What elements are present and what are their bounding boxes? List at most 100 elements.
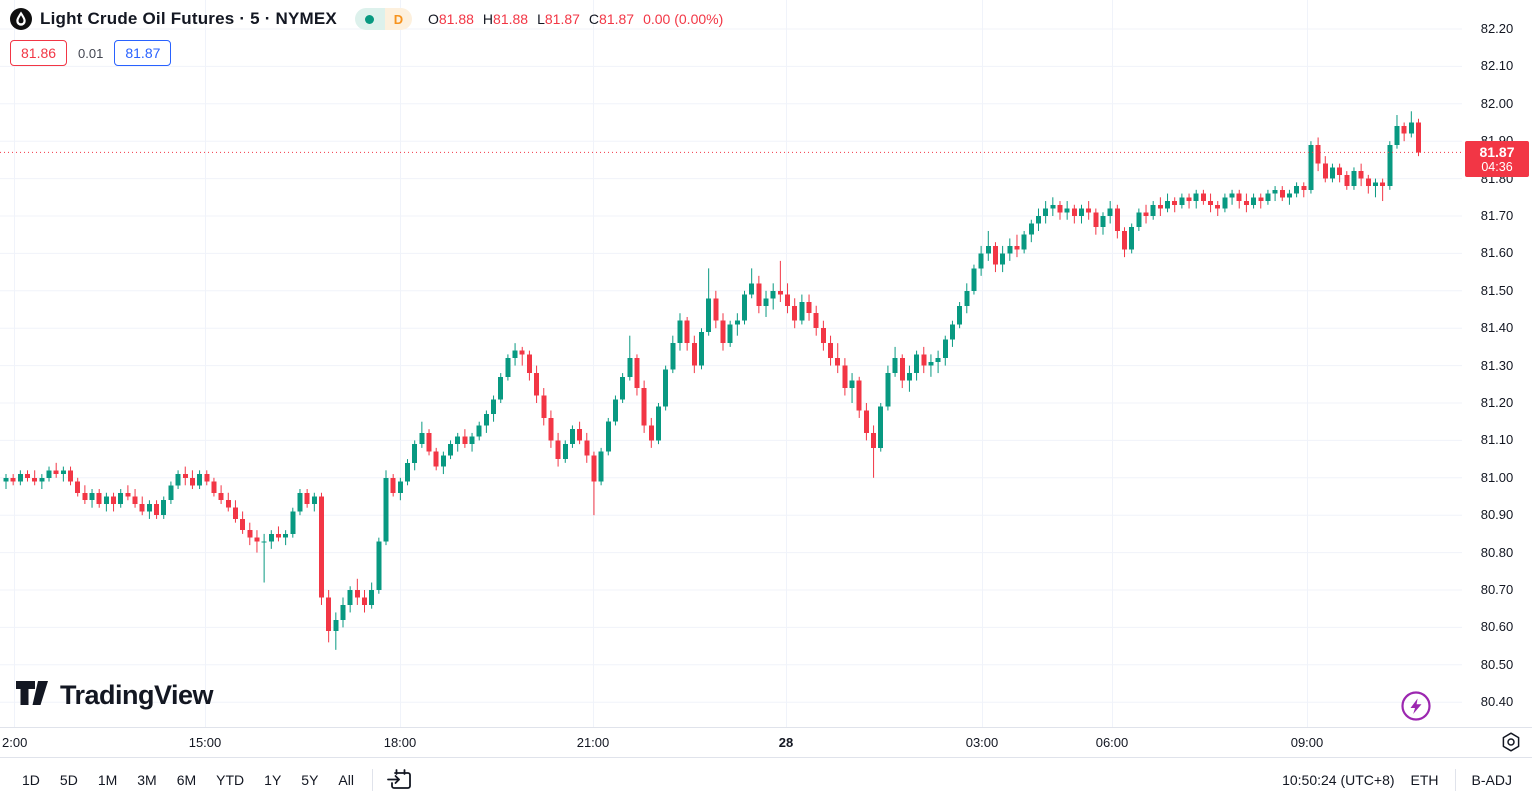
candle-body [942, 339, 948, 359]
candle-body [397, 481, 403, 493]
candle-body [1344, 174, 1350, 187]
range-button-1y[interactable]: 1Y [254, 767, 291, 793]
candle-body [275, 533, 281, 538]
session-button[interactable]: ETH [1403, 767, 1447, 793]
candle-body [534, 373, 540, 396]
candle-body [1258, 197, 1264, 202]
open-value: O81.88 [427, 11, 474, 27]
candle-body [512, 350, 518, 359]
candle-body [96, 492, 102, 504]
candle-body [820, 328, 826, 344]
candle-body [333, 619, 339, 632]
buy-button[interactable]: 81.87 [114, 40, 172, 66]
candle-body [742, 294, 748, 321]
range-button-1d[interactable]: 1D [12, 767, 50, 793]
candle-body [161, 500, 167, 516]
candle-body [863, 410, 869, 433]
boost-button[interactable] [1400, 690, 1432, 722]
candle-body [906, 373, 912, 381]
range-button-1m[interactable]: 1M [88, 767, 127, 793]
candle-body [677, 320, 683, 344]
candle-body [318, 496, 324, 598]
candle-body [1294, 186, 1300, 194]
candlestick-chart[interactable] [0, 0, 1462, 727]
tradingview-logo-text: TradingView [60, 680, 214, 710]
candle-body [727, 324, 733, 344]
candle-body [1229, 193, 1235, 198]
current-price-value: 81.87 [1479, 144, 1515, 161]
range-button-3m[interactable]: 3M [127, 767, 166, 793]
candle-body [347, 590, 353, 605]
price-axis-label: 82.10 [1480, 58, 1514, 74]
candle-body [204, 474, 210, 482]
market-status-toggle[interactable]: D [354, 8, 412, 30]
candle-body [189, 477, 195, 486]
range-button-5y[interactable]: 5Y [291, 767, 328, 793]
candle-body [17, 474, 23, 482]
chart-settings-button[interactable] [1500, 731, 1522, 756]
time-axis[interactable]: 2:00 15:00 18:00 21:00 28 03:00 06:00 09:00 [0, 727, 1532, 757]
candle-body [433, 451, 439, 467]
candle-body [505, 358, 511, 377]
price-axis[interactable]: 81.87 04:36 82.2082.1082.0081.9081.8081.… [1462, 0, 1532, 727]
candle-body [1351, 171, 1357, 187]
price-axis-label: 80.90 [1480, 507, 1514, 523]
candle-body [706, 298, 712, 332]
candle-body [1129, 227, 1135, 250]
candle-body [785, 294, 791, 306]
candle-body [118, 492, 124, 504]
bottom-toolbar: 1D 5D 1M 3M 6M YTD 1Y 5Y All 10:50:24 (UTC+8) ET… [0, 757, 1532, 801]
candle-body [698, 331, 704, 366]
interval-badge: D [384, 8, 412, 30]
clock-button[interactable]: 10:50:24 (UTC+8) [1274, 767, 1402, 793]
candle-body [892, 358, 898, 374]
candle-body [935, 358, 941, 362]
candle-body [849, 380, 855, 389]
price-axis-label: 81.00 [1480, 469, 1514, 485]
candle-body [376, 541, 382, 590]
ohlc-values: O81.88 H81.88 L81.87 C81.87 0.00 (0.00%) [428, 11, 723, 27]
time-axis-label: 15:00 [188, 735, 222, 750]
candle-body [598, 451, 604, 482]
candle-body [440, 455, 446, 467]
range-button-5d[interactable]: 5D [50, 767, 88, 793]
candle-body [405, 462, 411, 482]
goto-date-button[interactable] [381, 766, 419, 794]
candle-body [390, 477, 396, 493]
candle-body [1315, 144, 1321, 164]
candle-body [1107, 208, 1113, 216]
candle-body [491, 399, 497, 415]
candle-body [146, 503, 152, 512]
range-button-6m[interactable]: 6M [167, 767, 206, 793]
candle-body [111, 496, 117, 504]
candle-body [82, 492, 88, 501]
candle-body [1301, 186, 1307, 190]
candle-body [1064, 208, 1070, 213]
candle-body [562, 444, 568, 460]
candle-body [75, 481, 81, 493]
candle-body [218, 492, 224, 501]
chart-legend: Light Crude Oil Futures · 5 · NYMEX D O8… [10, 8, 723, 30]
candle-body [154, 503, 160, 516]
candle-body [340, 604, 346, 620]
candle-body [777, 290, 783, 295]
price-axis-label: 80.60 [1480, 619, 1514, 635]
range-button-ytd[interactable]: YTD [206, 767, 254, 793]
price-axis-label: 81.20 [1480, 395, 1514, 410]
symbol-title[interactable]: Light Crude Oil Futures · 5 · NYMEX [40, 9, 337, 28]
candle-body [1035, 216, 1041, 224]
candle-body [1043, 208, 1049, 216]
time-axis-label: 18:00 [383, 735, 417, 750]
candle-body [1387, 144, 1393, 187]
sell-button[interactable]: 81.86 [10, 40, 68, 66]
candle-body [1251, 197, 1257, 205]
candle-body [455, 436, 461, 445]
candle-body [311, 496, 317, 504]
candle-body [326, 597, 332, 632]
chart-pane[interactable]: Light Crude Oil Futures · 5 · NYMEX D O8… [0, 0, 1462, 727]
candle-body [813, 313, 819, 329]
candle-body [1071, 208, 1077, 216]
adjustment-button[interactable]: B-ADJ [1464, 767, 1520, 793]
range-button-all[interactable]: All [328, 767, 364, 793]
candle-body [175, 474, 181, 486]
